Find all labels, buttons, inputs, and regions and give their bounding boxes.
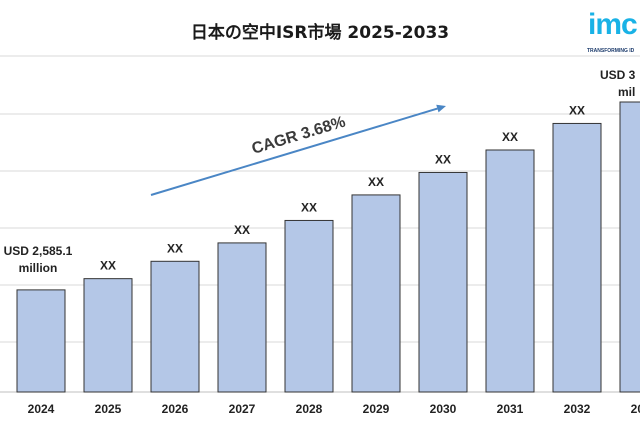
bar [83,278,133,393]
logo-tagline: TRANSFORMING ID [587,48,635,54]
logo-mark: imc [588,8,638,41]
x-tick-label: 2026 [162,402,189,416]
data-label: mil [618,85,635,99]
bar [552,122,602,393]
x-tick-label: 2030 [430,402,457,416]
data-label: XX [502,130,518,144]
data-label: XX [234,223,250,237]
data-label: USD 2,585.1 [4,244,73,258]
data-label: XX [569,103,585,117]
data-label: XX [368,175,384,189]
cagr-arrow [150,107,438,196]
x-tick-label: 2024 [28,402,55,416]
bar [16,289,66,393]
x-tick-label: 2033 [631,402,640,416]
data-label: XX [167,241,183,255]
x-tick-label: 2025 [95,402,122,416]
bar [619,101,640,393]
data-label: XX [100,259,116,273]
bar [485,149,535,393]
company-logo: imc TRANSFORMING ID [585,8,640,58]
x-tick-label: 2027 [229,402,256,416]
data-label: USD 3 [600,68,636,82]
label-layer: 2024 USD 2,585.1 million 2025 XX 2026 XX 2027 XX… [4,68,640,416]
data-label: million [19,261,58,275]
bar [351,194,401,393]
chart-title: 日本の空中ISR市場 2025-2033 [190,23,450,43]
x-tick-label: 2029 [363,402,390,416]
cagr-arrowhead [436,104,446,113]
x-tick-label: 2032 [564,402,591,416]
data-label: XX [301,200,317,214]
bar [284,219,334,393]
bar [217,242,267,393]
bar-layer [16,101,640,393]
x-tick-label: 2031 [497,402,524,416]
x-tick-label: 2028 [296,402,323,416]
data-label: XX [435,152,451,166]
bar [150,260,200,393]
bar [418,171,468,393]
